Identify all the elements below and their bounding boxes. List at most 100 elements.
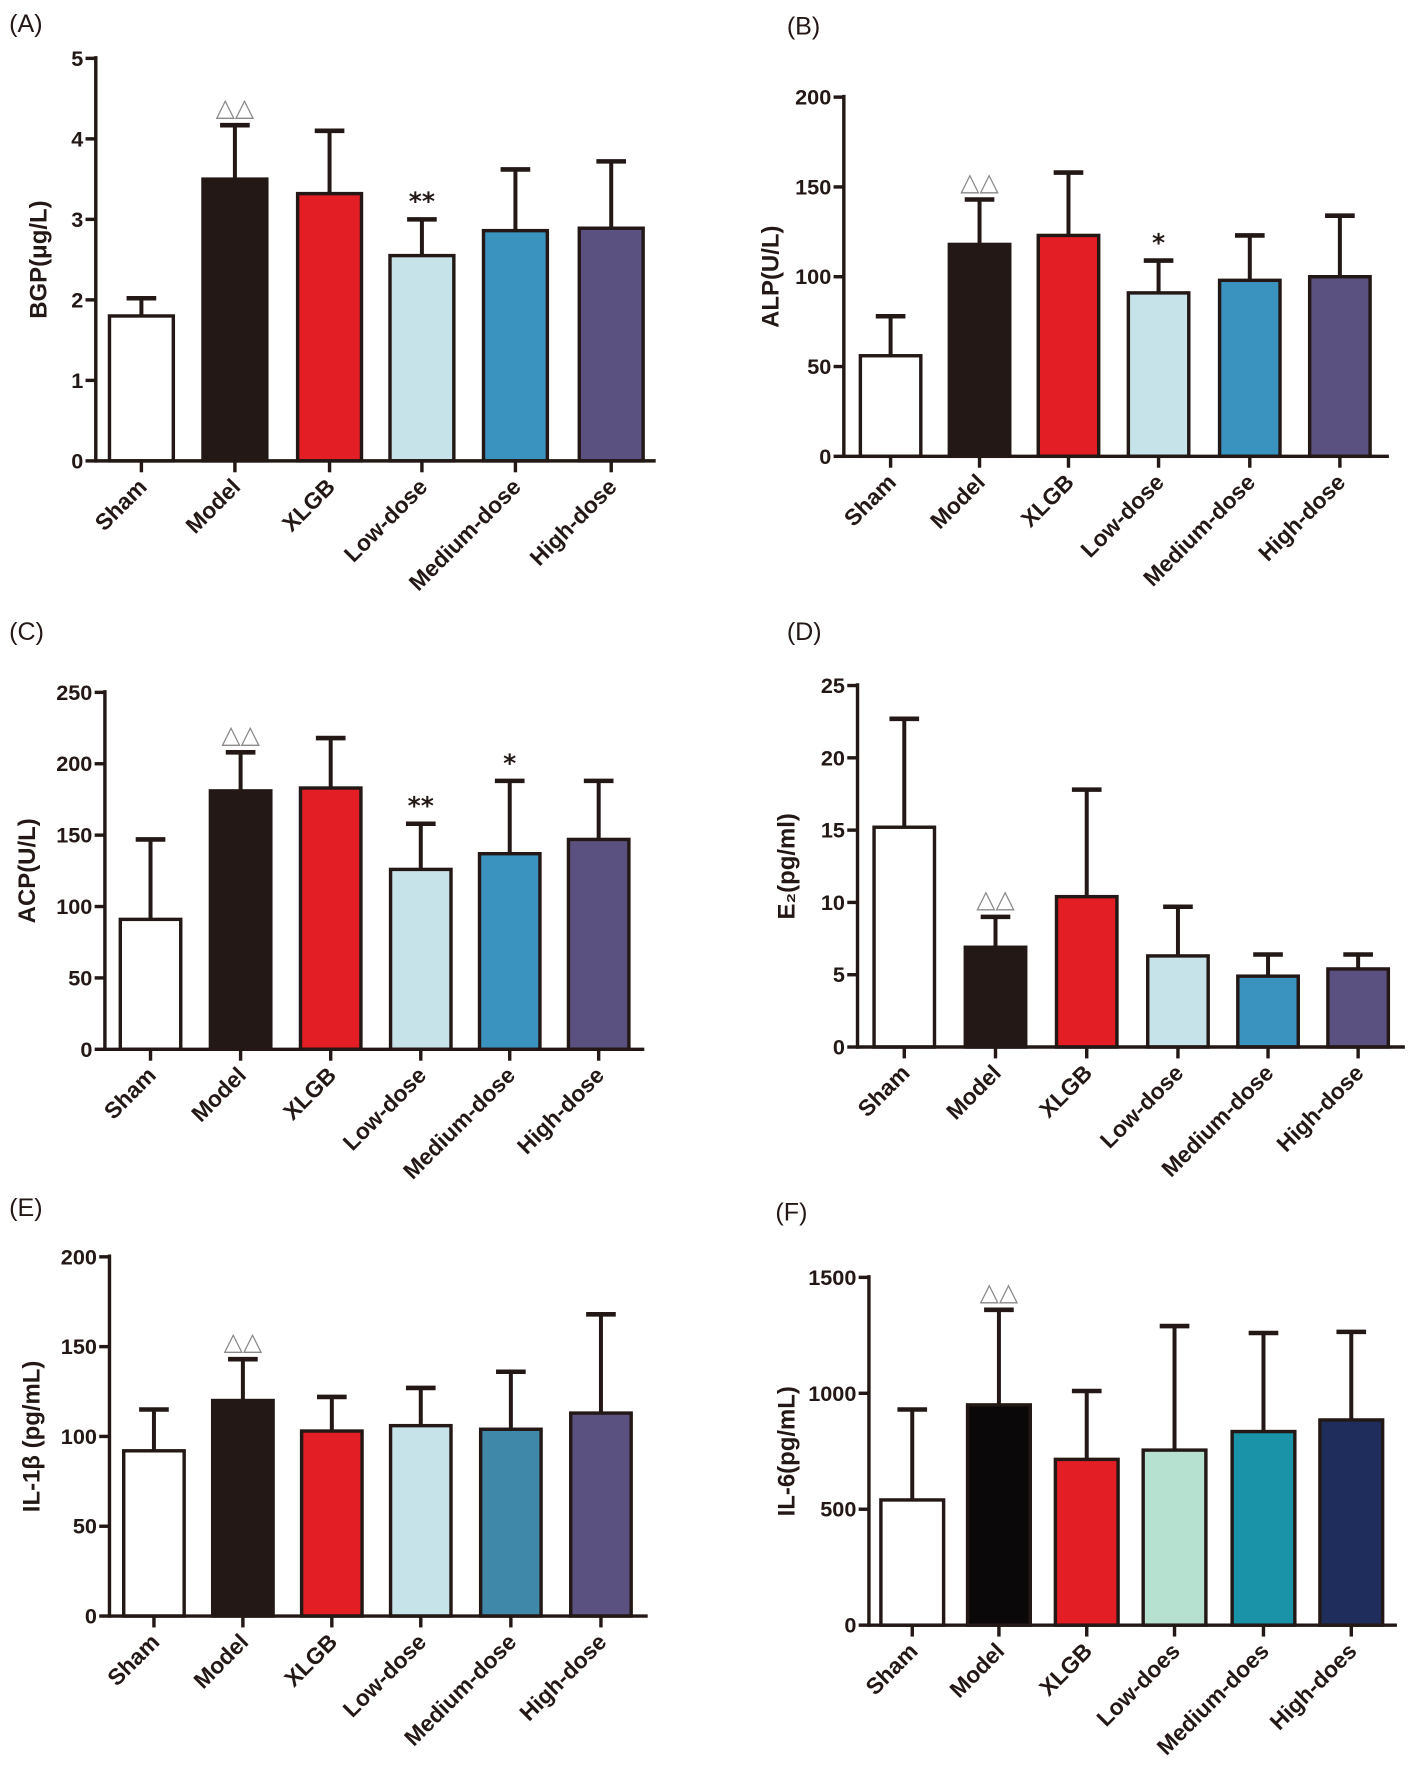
significance-annotation: △△	[221, 720, 260, 749]
bar	[107, 314, 176, 463]
chart-panel-c: (C)ACP(U/L)Sham△△Model XLGB**Low-dose*Med…	[9, 618, 645, 1184]
x-tick-label: High-dose	[1271, 1060, 1368, 1157]
bar	[566, 837, 631, 1052]
x-tick-label: XLGB	[279, 1629, 342, 1692]
y-tick-label: 250	[56, 680, 92, 705]
bar	[1054, 894, 1119, 1049]
y-tick-label: 100	[795, 264, 831, 289]
x-tick-label: Model	[186, 1062, 251, 1127]
significance-annotation: *	[503, 749, 516, 778]
y-tick-label: 3	[71, 207, 83, 232]
y-axis-label: BGP(μg/L)	[25, 200, 52, 318]
panel-label: (B)	[787, 12, 820, 40]
bar	[1036, 233, 1101, 459]
x-tick-label: XLGB	[278, 1062, 341, 1125]
bar	[388, 1423, 453, 1618]
y-axis-label: E₂(pg/ml)	[773, 813, 800, 919]
x-tick-label: Low-dose	[1095, 1060, 1189, 1154]
panel-label: (D)	[787, 618, 822, 646]
y-axis-label: IL-6(pg/mL)	[773, 1386, 800, 1516]
x-tick-label: XLGB	[1034, 1060, 1097, 1123]
bar	[963, 945, 1028, 1049]
significance-annotation: △△	[224, 1327, 263, 1356]
x-tick-label: High-dose	[524, 473, 621, 570]
x-tick-label: Model	[188, 1629, 253, 1694]
bar	[1126, 291, 1191, 459]
chart-panel-e: (E)IL-1β (pg/mL)Sham△△Model XLGBLow-doseM…	[9, 1194, 648, 1751]
x-tick-label: Sham	[102, 1629, 164, 1691]
significance-annotation: *	[1152, 228, 1165, 257]
chart-panel-b: (B)ALP(U/L)Sham△△Model XLGB*Low-doseMediu…	[757, 12, 1389, 591]
bar	[879, 1498, 946, 1627]
x-tick-label: XLGB	[1016, 469, 1079, 532]
y-tick-label: 100	[61, 1424, 97, 1449]
x-tick-label: XLGB	[277, 473, 340, 536]
y-tick-label: 15	[821, 818, 845, 843]
bar	[388, 253, 456, 463]
bar	[569, 1411, 633, 1618]
chart-panel-d: (D)E₂(pg/ml)Sham△△Model XLGBLow-doseMediu…	[773, 618, 1405, 1182]
bar	[481, 228, 550, 463]
y-axis-label: ALP(U/L)	[757, 226, 784, 328]
bar	[577, 226, 645, 463]
bar	[872, 825, 937, 1049]
y-axis-label: ACP(U/L)	[14, 818, 41, 923]
x-tick-label: High-does	[1264, 1638, 1361, 1735]
x-tick-label: Low-does	[1091, 1638, 1185, 1732]
bar	[122, 1449, 186, 1618]
y-tick-label: 200	[61, 1244, 97, 1269]
y-tick-label: 500	[820, 1497, 856, 1522]
y-tick-label: 5	[833, 962, 845, 987]
panel-label: (E)	[9, 1194, 42, 1222]
y-tick-label: 25	[821, 673, 845, 698]
bar	[298, 786, 363, 1052]
y-tick-label: 50	[73, 1514, 97, 1539]
y-tick-label: 150	[56, 823, 92, 848]
bar	[295, 191, 364, 463]
x-tick-label: Sham	[99, 1062, 161, 1124]
x-tick-label: Sham	[860, 1638, 922, 1700]
x-tick-label: XLGB	[1034, 1638, 1097, 1701]
significance-annotation: △△	[216, 93, 255, 122]
x-tick-label: High-dose	[512, 1062, 609, 1159]
x-tick-label: Low-dose	[338, 1062, 432, 1156]
bar	[1307, 275, 1372, 459]
bar	[388, 867, 453, 1052]
bar	[208, 789, 273, 1052]
bar	[477, 851, 542, 1052]
y-tick-label: 100	[56, 894, 92, 919]
bar	[118, 917, 183, 1052]
bar	[1217, 278, 1282, 459]
bar	[1230, 1429, 1297, 1627]
y-tick-label: 1500	[808, 1265, 856, 1290]
y-tick-label: 0	[844, 1613, 856, 1638]
panel-label: (C)	[9, 618, 44, 646]
x-tick-label: Low-dose	[338, 1629, 432, 1723]
x-tick-label: Low-dose	[339, 473, 433, 567]
significance-annotation: **	[409, 187, 435, 216]
x-tick-label: High-dose	[1253, 469, 1350, 566]
significance-annotation: △△	[980, 1278, 1019, 1307]
y-tick-label: 0	[71, 448, 83, 473]
bar	[201, 177, 269, 463]
y-tick-label: 5	[71, 46, 83, 71]
y-tick-label: 0	[85, 1604, 97, 1629]
bar	[210, 1398, 275, 1618]
bar	[478, 1427, 543, 1618]
chart-panel-f: (F)IL-6(pg/mL)Sham△△Model XLGBLow-doesMed…	[773, 1198, 1397, 1760]
x-tick-label: Low-dose	[1075, 469, 1169, 563]
bar	[1236, 974, 1300, 1049]
y-tick-label: 200	[56, 751, 92, 776]
bar	[299, 1429, 364, 1618]
x-tick-label: High-dose	[514, 1629, 611, 1726]
y-tick-label: 1000	[808, 1381, 856, 1406]
y-tick-label: 150	[795, 174, 831, 199]
bar	[1326, 967, 1391, 1049]
panel-label: (A)	[9, 10, 42, 38]
x-tick-label: Sham	[89, 473, 151, 535]
y-tick-label: 0	[80, 1037, 92, 1062]
bar	[947, 242, 1012, 459]
bar	[858, 354, 923, 459]
x-tick-label: Model	[925, 469, 990, 534]
